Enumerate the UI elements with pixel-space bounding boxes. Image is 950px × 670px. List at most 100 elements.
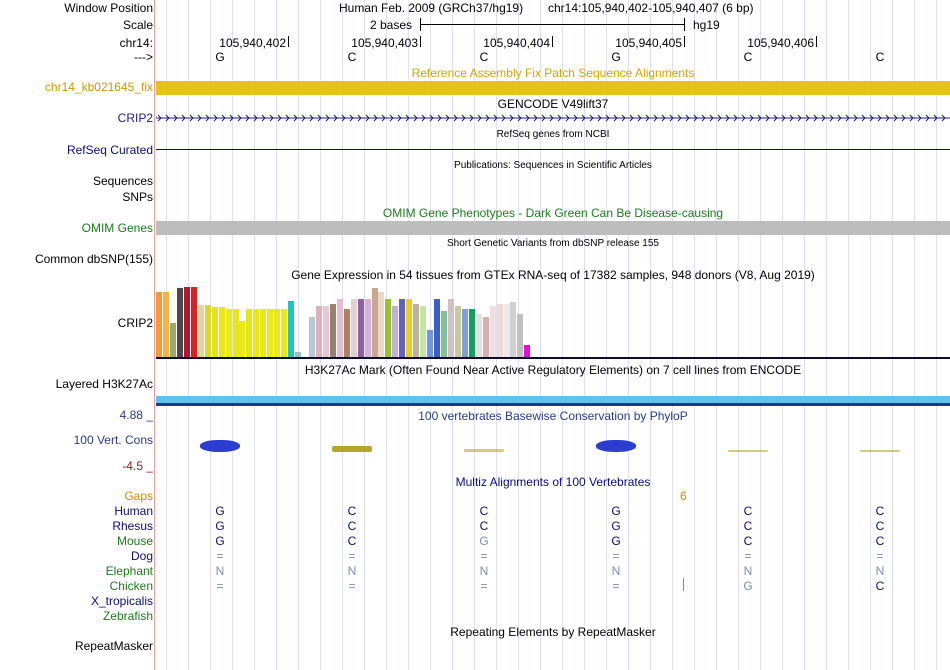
gtex-tissue-bar[interactable] (211, 307, 218, 357)
gtex-tissue-bar[interactable] (378, 292, 385, 357)
gtex-tissue-bar[interactable] (357, 299, 364, 357)
gtex-tissue-bar[interactable] (461, 309, 468, 357)
phylop-score-glyph[interactable] (332, 446, 372, 452)
gtex-tissue-bar[interactable] (260, 309, 267, 357)
refseq-track-label[interactable]: RefSeq Curated (66, 143, 153, 157)
strand-chevron (709, 114, 714, 122)
publications-sequences-label[interactable]: Sequences (92, 174, 153, 188)
gtex-tissue-bar[interactable] (496, 304, 503, 357)
gtex-tissue-bar[interactable] (232, 309, 239, 357)
multiz-species-label[interactable]: Elephant (105, 564, 153, 578)
gtex-tissue-bar[interactable] (295, 352, 301, 357)
gtex-tissue-bar[interactable] (190, 287, 197, 357)
gtex-tissue-bar[interactable] (392, 306, 399, 357)
publications-snps-label[interactable]: SNPs (122, 190, 153, 204)
phylop-score-glyph[interactable] (860, 450, 900, 452)
phylop-track-label[interactable]: 100 Vert. Cons (73, 433, 153, 447)
gencode-track-label[interactable]: CRIP2 (117, 111, 153, 125)
multiz-species-label[interactable]: Chicken (109, 579, 153, 593)
gtex-tissue-bar[interactable] (197, 305, 204, 357)
multiz-base: C (347, 519, 357, 533)
multiz-species-label[interactable]: X_tropicalis (90, 594, 153, 608)
fix-patch-track-label[interactable]: chr14_kb021645_fix (44, 80, 153, 94)
gtex-tissue-bar[interactable] (510, 302, 517, 357)
sequence-base[interactable]: C (875, 50, 885, 64)
gridline (584, 0, 585, 670)
gtex-tissue-bar[interactable] (447, 299, 454, 357)
gtex-tissue-bar[interactable] (163, 292, 169, 357)
gtex-tissue-bar[interactable] (427, 330, 434, 357)
gtex-tissue-bar[interactable] (274, 309, 281, 357)
strand-chevron (541, 114, 546, 122)
gtex-tissue-bar[interactable] (246, 309, 253, 357)
gtex-tissue-bar[interactable] (322, 306, 329, 357)
gtex-tissue-bar[interactable] (440, 311, 447, 357)
gtex-tissue-bar[interactable] (267, 309, 274, 357)
gtex-tissue-bar[interactable] (253, 309, 260, 357)
refseq-gene-line[interactable] (156, 149, 950, 150)
gtex-tissue-bar[interactable] (517, 314, 524, 357)
strand-chevron (861, 114, 866, 122)
strand-chevron (549, 114, 554, 122)
gencode-gene-model[interactable] (156, 112, 950, 124)
gtex-tissue-bar[interactable] (218, 307, 225, 357)
multiz-species-label[interactable]: Dog (130, 549, 153, 563)
gtex-tissue-bar[interactable] (371, 288, 378, 357)
h3k27ac-signal[interactable] (156, 396, 950, 403)
gtex-tissue-bar[interactable] (399, 299, 406, 357)
sequence-base[interactable]: C (347, 50, 357, 64)
gtex-tissue-bar[interactable] (385, 299, 392, 357)
multiz-species-label[interactable]: Human (114, 504, 153, 518)
h3k27ac-track-label[interactable]: Layered H3K27Ac (55, 377, 153, 391)
phylop-score-glyph[interactable] (200, 440, 240, 452)
gtex-expression-bars[interactable] (156, 283, 536, 357)
gtex-tissue-bar[interactable] (288, 301, 295, 357)
sequence-base[interactable]: G (611, 50, 621, 64)
gtex-tissue-bar[interactable] (156, 292, 162, 357)
phylop-score-glyph[interactable] (596, 440, 636, 452)
sequence-base[interactable]: C (743, 50, 753, 64)
gtex-tissue-bar[interactable] (454, 306, 461, 357)
gtex-tissue-bar[interactable] (413, 304, 420, 357)
sequence-base[interactable]: G (215, 50, 225, 64)
gtex-tissue-bar[interactable] (281, 309, 288, 357)
multiz-base: C (875, 504, 885, 518)
omim-gene-bar[interactable] (156, 221, 950, 235)
gtex-tissue-bar[interactable] (204, 305, 211, 357)
phylop-score-glyph[interactable] (464, 449, 504, 452)
gtex-tissue-bar[interactable] (475, 314, 482, 357)
phylop-score-glyph[interactable] (728, 450, 768, 452)
gtex-tissue-bar[interactable] (315, 306, 322, 357)
gtex-tissue-bar[interactable] (308, 317, 315, 357)
multiz-species-label[interactable]: Zebrafish (102, 609, 153, 623)
gtex-tissue-bar[interactable] (489, 306, 496, 357)
dbsnp-track-label[interactable]: Common dbSNP(155) (34, 252, 153, 266)
gtex-tissue-bar[interactable] (350, 299, 357, 357)
gtex-tissue-bar[interactable] (183, 287, 190, 357)
gtex-tissue-bar[interactable] (364, 299, 371, 357)
fix-patch-alignment-bar[interactable] (156, 81, 950, 95)
gtex-tissue-bar[interactable] (176, 288, 183, 357)
gtex-tissue-bar[interactable] (503, 304, 510, 357)
gtex-tissue-bar[interactable] (406, 299, 413, 357)
gtex-tissue-bar[interactable] (336, 299, 343, 357)
gtex-tissue-bar[interactable] (468, 309, 475, 357)
gtex-tissue-bar[interactable] (482, 317, 489, 357)
strand-chevron (533, 114, 538, 122)
gtex-tissue-bar[interactable] (420, 306, 427, 357)
gtex-track-label[interactable]: CRIP2 (117, 316, 153, 330)
repeatmasker-track-label[interactable]: RepeatMasker (74, 639, 153, 653)
strand-chevron (413, 114, 418, 122)
gtex-tissue-bar[interactable] (434, 299, 440, 357)
gtex-tissue-bar[interactable] (524, 345, 531, 357)
gtex-tissue-bar[interactable] (169, 323, 176, 357)
gtex-tissue-bar[interactable] (239, 321, 246, 357)
multiz-species-label[interactable]: Rhesus (112, 519, 153, 533)
sequence-base[interactable]: C (479, 50, 489, 64)
multiz-species-label[interactable]: Mouse (116, 534, 153, 548)
gtex-tissue-bar[interactable] (225, 309, 232, 357)
gtex-tissue-bar[interactable] (343, 309, 350, 357)
gtex-tissue-bar[interactable] (329, 304, 336, 357)
omim-track-label[interactable]: OMIM Genes (81, 221, 153, 235)
